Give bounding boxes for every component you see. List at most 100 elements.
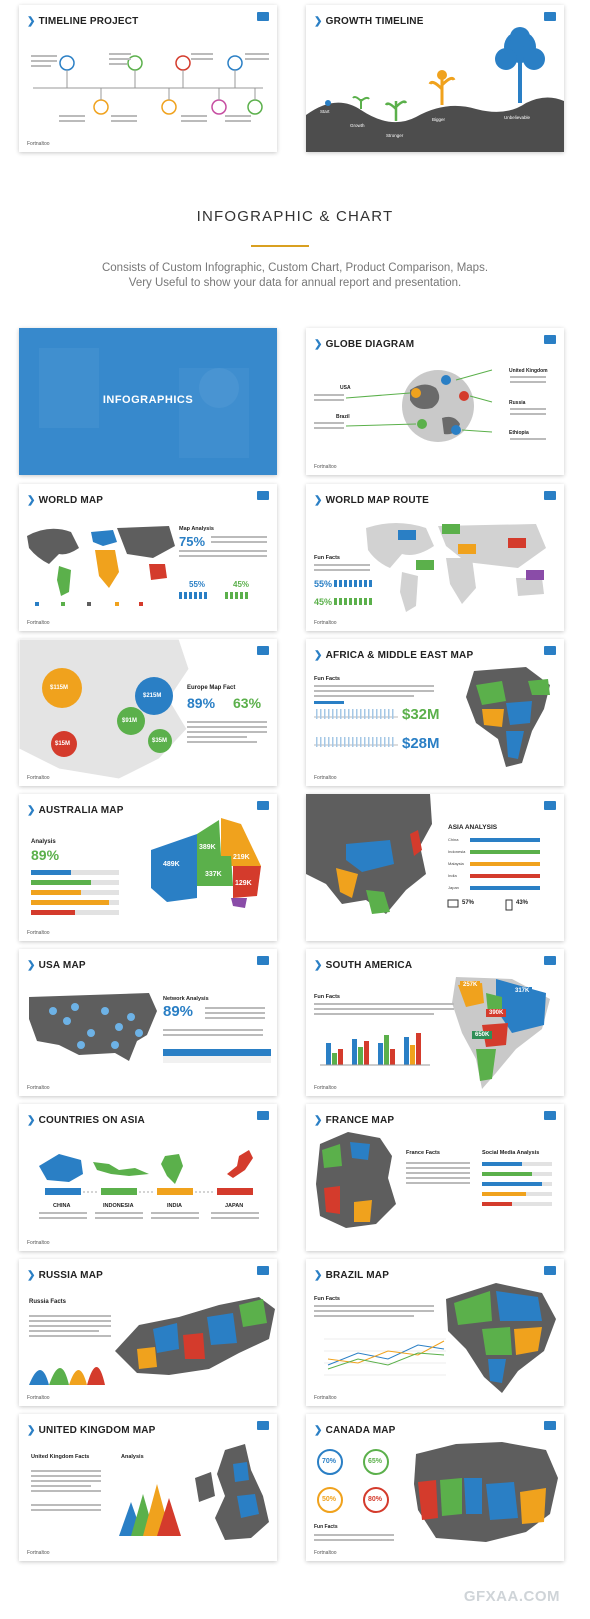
card-title: ❯ CANADA MAP [314, 1425, 396, 1436]
card-title: ❯ WORLD MAP ROUTE [314, 495, 429, 506]
section-divider [251, 245, 309, 247]
card-title: ❯ TIMELINE PROJECT [27, 16, 139, 27]
card-united-kingdom-map[interactable]: ❯ UNITED KINGDOM MAP United Kingdom Facts… [19, 1414, 277, 1561]
chevron-right-icon: ❯ [314, 650, 323, 661]
card-footer: Fortnaltoo [314, 464, 337, 470]
russia-facts-heading: Russia Facts [29, 1299, 67, 1305]
region-value: 489K [163, 861, 180, 868]
analysis-heading: Analysis [31, 839, 56, 845]
slide-number-tag [257, 1111, 269, 1120]
stat-percentage: 63% [233, 695, 262, 711]
value-figure: $28M [402, 735, 440, 752]
card-asia-analysis[interactable]: ASIA ANALYSIS China Indonesia Malaysia I… [306, 794, 564, 941]
stage-label: Growth [350, 123, 365, 128]
globe-label-uk: United Kingdom [509, 368, 548, 374]
globe-label-usa: USA [340, 385, 351, 391]
slide-number-tag [544, 801, 556, 810]
card-footer: Fortnaltoo [314, 775, 337, 781]
fun-facts-heading: Fun Facts [314, 994, 340, 1000]
country-name: CHINA [53, 1203, 71, 1209]
card-countries-on-asia[interactable]: ❯ COUNTRIES ON ASIA CHINA INDONESIA INDIA… [19, 1104, 277, 1251]
africa-map-graphic [314, 667, 550, 767]
watermark-text: GFXAA.COM [463, 1588, 560, 1605]
globe-label-russia: Russia [509, 400, 526, 406]
world-route-graphic [314, 523, 546, 612]
card-brazil-map[interactable]: ❯ BRAZIL MAP Fun Facts Fortnaltoo [306, 1259, 564, 1406]
slide-number-tag [257, 12, 269, 21]
card-africa-middle-east-map[interactable]: ❯ AFRICA & MIDDLE EAST MAP Fun Facts $32M… [306, 639, 564, 786]
card-usa-map[interactable]: ❯ USA MAP Network Analysis 89% Fortnaltoo [19, 949, 277, 1096]
slide-number-tag [544, 12, 556, 21]
section-description-line-2: Very Useful to show your data for annual… [128, 277, 462, 289]
card-footer: Fortnaltoo [27, 1085, 50, 1091]
world-map-graphic [27, 526, 267, 606]
card-australia-map[interactable]: ❯ AUSTRALIA MAP Analysis 89% 489K 389K 21… [19, 794, 277, 941]
region-value: $215M [143, 693, 162, 699]
slide-number-tag [257, 491, 269, 500]
card-south-america[interactable]: ❯ SOUTH AMERICA Fun Facts 257K 317K 390K … [306, 949, 564, 1096]
fun-facts-heading: Fun Facts [314, 1524, 338, 1530]
slide-number-tag [257, 801, 269, 810]
chevron-right-icon: ❯ [27, 1425, 36, 1436]
card-world-map[interactable]: ❯ WORLD MAP Map Analysis 75% 55% 45% Fort… [19, 484, 277, 631]
card-world-map-route[interactable]: ❯ WORLD MAP ROUTE Fun Facts 55% 45% Fortn… [306, 484, 564, 631]
card-russia-map[interactable]: ❯ RUSSIA MAP Russia Facts Fortnaltoo [19, 1259, 277, 1406]
chevron-right-icon: ❯ [314, 1270, 323, 1281]
card-title: ❯ RUSSIA MAP [27, 1270, 104, 1281]
card-footer: Fortnaltoo [27, 1550, 50, 1556]
slide-number-tag [544, 646, 556, 655]
globe-label-brazil: Brazil [336, 414, 350, 420]
region-value: 129K [235, 880, 252, 887]
value-figure: $32M [402, 706, 440, 723]
card-title: ❯ WORLD MAP [27, 495, 104, 506]
infographics-title: INFOGRAPHICS [102, 394, 194, 406]
card-title: ❯ FRANCE MAP [314, 1115, 395, 1126]
stat-percentage: 89% [187, 695, 216, 711]
card-title: ❯ UNITED KINGDOM MAP [27, 1425, 156, 1436]
region-value: $15M [55, 741, 71, 747]
infographics-background [19, 328, 277, 475]
card-europe-map[interactable]: $115M $215M $91M $15M $35M Europe Map Fa… [19, 639, 277, 786]
south-america-graphic [314, 977, 550, 1089]
stat-percentage: 55% [314, 579, 333, 589]
card-france-map[interactable]: ❯ FRANCE MAP France Facts Social Media An… [306, 1104, 564, 1251]
slide-number-tag [257, 1421, 269, 1430]
slide-number-tag [544, 1266, 556, 1275]
chevron-right-icon: ❯ [27, 805, 36, 816]
region-value: 219K [233, 854, 250, 861]
card-footer: Fortnaltoo [27, 141, 50, 147]
stat-percentage: 45% [233, 580, 250, 589]
chevron-right-icon: ❯ [27, 16, 36, 27]
card-title: ❯ SOUTH AMERICA [314, 960, 413, 971]
card-footer: Fortnaltoo [27, 930, 50, 936]
slide-number-tag [544, 1111, 556, 1120]
stat-percentage: 89% [163, 1003, 194, 1020]
uk-map-graphic [31, 1444, 269, 1540]
chevron-right-icon: ❯ [27, 495, 36, 506]
stat-percentage: 50% [322, 1496, 337, 1503]
region-value: 650K [472, 1031, 493, 1039]
chevron-right-icon: ❯ [27, 1115, 36, 1126]
stat-percentage: 70% [322, 1458, 337, 1465]
card-infographics[interactable]: INFOGRAPHICS [19, 328, 277, 475]
timeline-nodes [59, 55, 263, 115]
stage-label: Start [320, 109, 330, 114]
slide-number-tag [257, 646, 269, 655]
card-title: ❯ BRAZIL MAP [314, 1270, 390, 1281]
chevron-right-icon: ❯ [314, 1115, 323, 1126]
card-title: ❯ USA MAP [27, 960, 86, 971]
region-value: $115M [50, 685, 69, 691]
chevron-right-icon: ❯ [314, 16, 323, 27]
region-value: $35M [152, 738, 168, 744]
australia-map-graphic [31, 818, 261, 915]
chevron-right-icon: ❯ [314, 339, 323, 350]
card-timeline-project[interactable]: ❯ TIMELINE PROJECT Fortnaltoo [19, 5, 277, 152]
fun-facts-heading: Fun Facts [314, 676, 340, 682]
card-globe-diagram[interactable]: ❯ GLOBE DIAGRAM USA Brazil United Kingdom… [306, 328, 564, 475]
chevron-right-icon: ❯ [27, 1270, 36, 1281]
stat-percentage: 45% [314, 597, 333, 607]
card-canada-map[interactable]: ❯ CANADA MAP 70% 65% 50% 80% Fun Facts Fo… [306, 1414, 564, 1561]
country-name: INDONESIA [103, 1203, 134, 1209]
card-growth-timeline[interactable]: ❯ GROWTH TIMELINE Start Growth Stronger B… [306, 5, 564, 152]
chevron-right-icon: ❯ [27, 960, 36, 971]
